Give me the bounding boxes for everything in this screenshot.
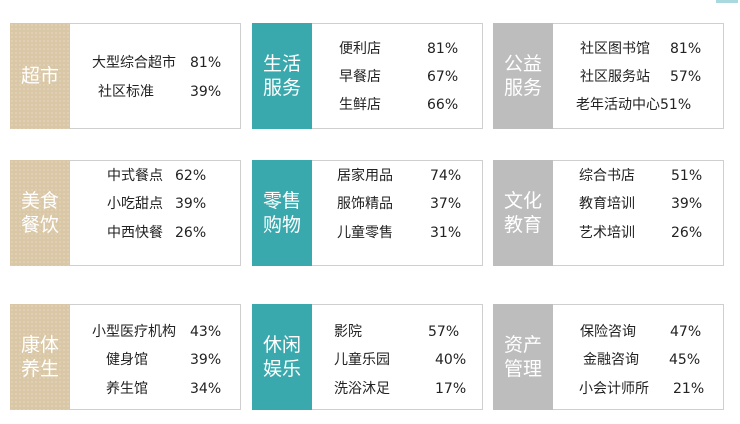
item-percentage: 37% xyxy=(430,196,462,212)
category-items: 综合书店 51% 教育培训 39% 艺术培训 26% xyxy=(553,160,724,266)
category-card-public-services: 公益 服务 社区图书馆 81% 社区服务站 57% 老年活动中心 51% xyxy=(493,23,725,129)
item-percentage: 40% xyxy=(435,352,467,368)
item-name: 社区服务站 xyxy=(580,69,650,85)
category-card-retail-shopping: 零售 购物 居家用品 74% 服饰精品 37% 儿童零售 31% xyxy=(252,160,484,266)
category-label-line: 零售 xyxy=(262,190,301,212)
category-items: 保险咨询 47% 金融咨询 45% 小会计师所 21% xyxy=(553,304,724,410)
item-percentage: 39% xyxy=(175,196,207,212)
category-card-asset-management: 资产 管理 保险咨询 47% 金融咨询 45% 小会计师所 21% xyxy=(493,304,725,410)
category-label-line: 餐饮 xyxy=(20,214,59,236)
item-percentage: 39% xyxy=(190,352,222,368)
category-card-food-dining: 美食 餐饮 中式餐点 62% 小吃甜点 39% 中西快餐 26% xyxy=(10,160,242,266)
item-name: 居家用品 xyxy=(337,168,393,184)
item-name: 小型医疗机构 xyxy=(92,324,176,340)
item-percentage: 31% xyxy=(430,225,462,241)
item-name: 健身馆 xyxy=(106,352,148,368)
category-label-line: 娱乐 xyxy=(262,358,301,380)
item-percentage: 51% xyxy=(660,97,692,113)
item-name: 儿童乐园 xyxy=(334,352,390,368)
item-name: 影院 xyxy=(334,324,362,340)
item-percentage: 57% xyxy=(428,324,460,340)
category-label-asset-management: 资产 管理 xyxy=(493,304,553,410)
category-label-line: 康体 xyxy=(20,334,59,356)
item-name: 保险咨询 xyxy=(580,324,636,340)
item-percentage: 74% xyxy=(430,168,462,184)
item-percentage: 43% xyxy=(190,324,222,340)
item-percentage: 21% xyxy=(673,381,705,397)
category-label-line: 公益 xyxy=(503,53,542,75)
category-items: 小型医疗机构 43% 健身馆 39% 养生馆 34% xyxy=(70,304,241,410)
item-percentage: 34% xyxy=(190,381,222,397)
item-percentage: 62% xyxy=(175,168,207,184)
category-label-culture-education: 文化 教育 xyxy=(493,160,553,266)
item-percentage: 67% xyxy=(427,69,459,85)
category-items: 社区图书馆 81% 社区服务站 57% 老年活动中心 51% xyxy=(553,23,724,129)
item-name: 中式餐点 xyxy=(107,168,163,184)
category-items: 中式餐点 62% 小吃甜点 39% 中西快餐 26% xyxy=(70,160,241,266)
category-label-line: 文化 xyxy=(503,190,542,212)
item-name: 服饰精品 xyxy=(337,196,393,212)
category-label-line: 服务 xyxy=(503,77,542,99)
item-percentage: 26% xyxy=(175,225,207,241)
item-name: 生鲜店 xyxy=(339,97,381,113)
item-name: 社区图书馆 xyxy=(580,41,650,57)
item-percentage: 17% xyxy=(435,381,467,397)
item-percentage: 81% xyxy=(670,41,702,57)
category-label-health-wellness: 康体 养生 xyxy=(10,304,70,410)
item-percentage: 81% xyxy=(427,41,459,57)
item-percentage: 26% xyxy=(671,225,703,241)
item-name: 养生馆 xyxy=(106,381,148,397)
category-label-retail-shopping: 零售 购物 xyxy=(252,160,312,266)
item-name: 便利店 xyxy=(339,41,381,57)
category-label-line: 服务 xyxy=(262,77,301,99)
item-name: 艺术培训 xyxy=(579,225,635,241)
category-card-health-wellness: 康体 养生 小型医疗机构 43% 健身馆 39% 养生馆 34% xyxy=(10,304,242,410)
item-name: 金融咨询 xyxy=(583,352,639,368)
category-label-food-dining: 美食 餐饮 xyxy=(10,160,70,266)
item-percentage: 47% xyxy=(670,324,702,340)
category-items: 居家用品 74% 服饰精品 37% 儿童零售 31% xyxy=(312,160,483,266)
item-name: 综合书店 xyxy=(579,168,635,184)
category-label-line: 购物 xyxy=(262,214,301,236)
item-percentage: 39% xyxy=(671,196,703,212)
item-name: 大型综合超市 xyxy=(92,55,176,71)
item-name: 小吃甜点 xyxy=(107,196,163,212)
top-accent-bar xyxy=(716,0,738,3)
category-label-line: 超市 xyxy=(20,65,59,87)
category-label-supermarket: 超市 xyxy=(10,23,70,129)
item-name: 小会计师所 xyxy=(579,381,649,397)
category-label-leisure-entertainment: 休闲 娱乐 xyxy=(252,304,312,410)
item-percentage: 81% xyxy=(190,55,222,71)
item-percentage: 45% xyxy=(669,352,701,368)
category-items: 大型综合超市 81% 社区标准 39% xyxy=(70,23,241,129)
item-name: 儿童零售 xyxy=(337,225,393,241)
item-name: 洗浴沐足 xyxy=(334,381,390,397)
category-card-supermarket: 超市 大型综合超市 81% 社区标准 39% xyxy=(10,23,242,129)
item-name: 中西快餐 xyxy=(107,225,163,241)
category-label-life-services: 生活 服务 xyxy=(252,23,312,129)
category-label-line: 管理 xyxy=(503,358,542,380)
item-percentage: 57% xyxy=(670,69,702,85)
item-name: 老年活动中心 xyxy=(576,97,660,113)
category-label-line: 养生 xyxy=(20,358,59,380)
category-label-line: 生活 xyxy=(262,53,301,75)
item-name: 教育培训 xyxy=(579,196,635,212)
category-label-line: 资产 xyxy=(503,334,542,356)
category-items: 影院 57% 儿童乐园 40% 洗浴沐足 17% xyxy=(312,304,483,410)
category-card-life-services: 生活 服务 便利店 81% 早餐店 67% 生鲜店 66% xyxy=(252,23,484,129)
category-items: 便利店 81% 早餐店 67% 生鲜店 66% xyxy=(312,23,483,129)
category-card-culture-education: 文化 教育 综合书店 51% 教育培训 39% 艺术培训 26% xyxy=(493,160,725,266)
category-label-line: 美食 xyxy=(20,190,59,212)
category-label-line: 教育 xyxy=(503,214,542,236)
item-percentage: 51% xyxy=(671,168,703,184)
item-percentage: 66% xyxy=(427,97,459,113)
item-name: 早餐店 xyxy=(339,69,381,85)
item-percentage: 39% xyxy=(190,84,222,100)
category-label-public-services: 公益 服务 xyxy=(493,23,553,129)
category-label-line: 休闲 xyxy=(262,334,301,356)
category-card-leisure-entertainment: 休闲 娱乐 影院 57% 儿童乐园 40% 洗浴沐足 17% xyxy=(252,304,484,410)
item-name: 社区标准 xyxy=(98,84,154,100)
